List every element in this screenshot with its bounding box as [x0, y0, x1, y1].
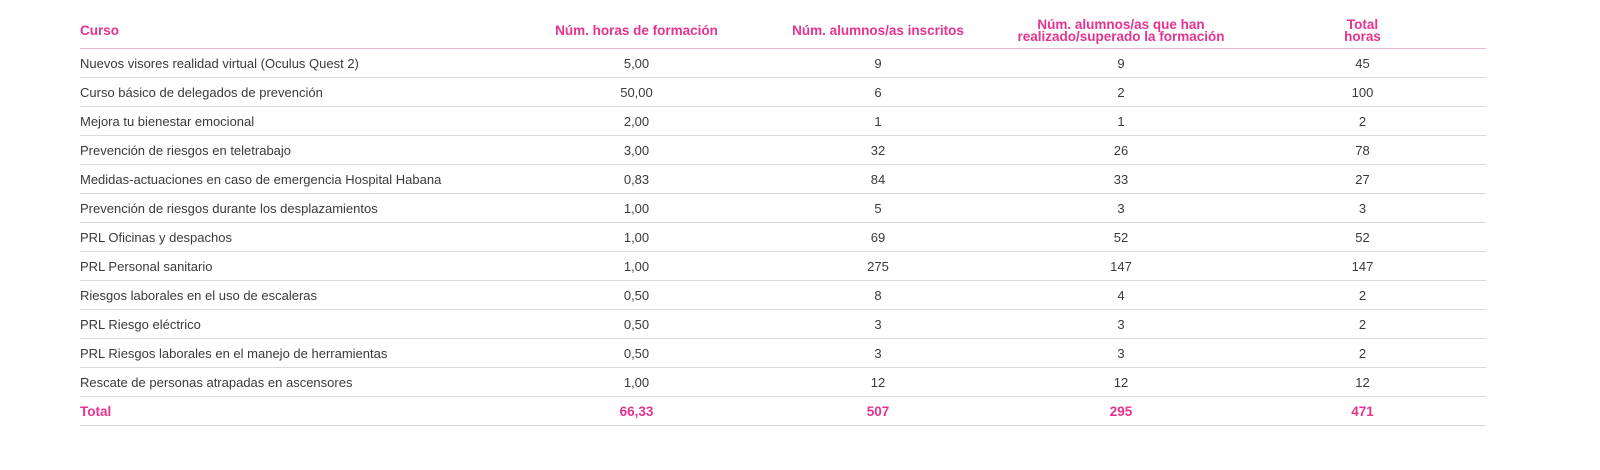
cell-enrolled: 69 [753, 222, 1003, 252]
cell-passed: 3 [1003, 309, 1239, 339]
header-row: Curso Núm. horas de formación Núm. alumn… [80, 14, 1486, 49]
totals-passed: 295 [1003, 396, 1239, 426]
cell-enrolled: 12 [753, 367, 1003, 397]
cell-passed: 26 [1003, 135, 1239, 165]
cell-course: Prevención de riesgos en teletrabajo [80, 135, 520, 165]
cell-total: 2 [1239, 106, 1486, 136]
cell-enrolled: 84 [753, 164, 1003, 194]
cell-course: PRL Riesgos laborales en el manejo de he… [80, 338, 520, 368]
cell-course: Mejora tu bienestar emocional [80, 106, 520, 136]
training-table-container: Curso Núm. horas de formación Núm. alumn… [80, 14, 1486, 426]
cell-total: 27 [1239, 164, 1486, 194]
cell-total: 3 [1239, 193, 1486, 223]
training-courses-table: Curso Núm. horas de formación Núm. alumn… [80, 14, 1486, 426]
cell-hours: 1,00 [520, 193, 753, 223]
cell-hours: 0,50 [520, 338, 753, 368]
header-course: Curso [80, 14, 520, 49]
header-hours: Núm. horas de formación [520, 14, 753, 49]
cell-passed: 3 [1003, 193, 1239, 223]
cell-course: PRL Personal sanitario [80, 251, 520, 281]
table-body: Nuevos visores realidad virtual (Oculus … [80, 48, 1486, 426]
cell-total: 100 [1239, 77, 1486, 107]
cell-hours: 2,00 [520, 106, 753, 136]
cell-course: Riesgos laborales en el uso de escaleras [80, 280, 520, 310]
cell-enrolled: 275 [753, 251, 1003, 281]
table-row: PRL Riesgo eléctrico 0,50 3 3 2 [80, 309, 1486, 339]
header-total: Total horas [1239, 14, 1486, 49]
cell-course: Nuevos visores realidad virtual (Oculus … [80, 48, 520, 78]
table-row: Prevención de riesgos durante los despla… [80, 193, 1486, 223]
cell-total: 52 [1239, 222, 1486, 252]
table-row: PRL Personal sanitario 1,00 275 147 147 [80, 251, 1486, 281]
cell-total: 45 [1239, 48, 1486, 78]
cell-hours: 0,83 [520, 164, 753, 194]
header-passed-line1: Núm. alumnos/as que han [1037, 17, 1205, 32]
cell-passed: 52 [1003, 222, 1239, 252]
header-enrolled: Núm. alumnos/as inscritos [753, 14, 1003, 49]
totals-enrolled: 507 [753, 396, 1003, 426]
cell-hours: 50,00 [520, 77, 753, 107]
table-row: Mejora tu bienestar emocional 2,00 1 1 2 [80, 106, 1486, 136]
cell-passed: 4 [1003, 280, 1239, 310]
cell-hours: 1,00 [520, 222, 753, 252]
cell-total: 2 [1239, 309, 1486, 339]
cell-total: 147 [1239, 251, 1486, 281]
table-row: Prevención de riesgos en teletrabajo 3,0… [80, 135, 1486, 165]
totals-label: Total [80, 396, 520, 426]
cell-passed: 33 [1003, 164, 1239, 194]
table-row: PRL Oficinas y despachos 1,00 69 52 52 [80, 222, 1486, 252]
cell-enrolled: 8 [753, 280, 1003, 310]
cell-hours: 1,00 [520, 367, 753, 397]
header-total-line1: Total [1346, 17, 1379, 32]
cell-hours: 3,00 [520, 135, 753, 165]
cell-passed: 3 [1003, 338, 1239, 368]
cell-passed: 147 [1003, 251, 1239, 281]
totals-row: Total 66,33 507 295 471 [80, 396, 1486, 426]
table-row: Medidas-actuaciones en caso de emergenci… [80, 164, 1486, 194]
cell-enrolled: 1 [753, 106, 1003, 136]
cell-enrolled: 32 [753, 135, 1003, 165]
table-row: Rescate de personas atrapadas en ascenso… [80, 367, 1486, 397]
cell-passed: 1 [1003, 106, 1239, 136]
cell-course: Medidas-actuaciones en caso de emergenci… [80, 164, 520, 194]
cell-passed: 2 [1003, 77, 1239, 107]
cell-hours: 0,50 [520, 309, 753, 339]
table-row: Riesgos laborales en el uso de escaleras… [80, 280, 1486, 310]
header-passed: Núm. alumnos/as que han realizado/supera… [1003, 14, 1239, 49]
cell-course: Rescate de personas atrapadas en ascenso… [80, 367, 520, 397]
cell-hours: 0,50 [520, 280, 753, 310]
cell-enrolled: 3 [753, 338, 1003, 368]
header-total-line2: horas [1344, 29, 1381, 44]
totals-total: 471 [1239, 396, 1486, 426]
cell-course: Prevención de riesgos durante los despla… [80, 193, 520, 223]
table-row: Nuevos visores realidad virtual (Oculus … [80, 48, 1486, 78]
cell-total: 2 [1239, 280, 1486, 310]
cell-enrolled: 3 [753, 309, 1003, 339]
totals-hours: 66,33 [520, 396, 753, 426]
cell-total: 2 [1239, 338, 1486, 368]
cell-passed: 9 [1003, 48, 1239, 78]
cell-enrolled: 6 [753, 77, 1003, 107]
cell-hours: 5,00 [520, 48, 753, 78]
cell-enrolled: 5 [753, 193, 1003, 223]
cell-hours: 1,00 [520, 251, 753, 281]
cell-passed: 12 [1003, 367, 1239, 397]
table-row: PRL Riesgos laborales en el manejo de he… [80, 338, 1486, 368]
table-header: Curso Núm. horas de formación Núm. alumn… [80, 14, 1486, 49]
cell-enrolled: 9 [753, 48, 1003, 78]
cell-course: Curso básico de delegados de prevención [80, 77, 520, 107]
table-row: Curso básico de delegados de prevención … [80, 77, 1486, 107]
cell-course: PRL Riesgo eléctrico [80, 309, 520, 339]
header-passed-line2: realizado/superado la formación [1017, 29, 1225, 44]
cell-total: 12 [1239, 367, 1486, 397]
cell-total: 78 [1239, 135, 1486, 165]
cell-course: PRL Oficinas y despachos [80, 222, 520, 252]
